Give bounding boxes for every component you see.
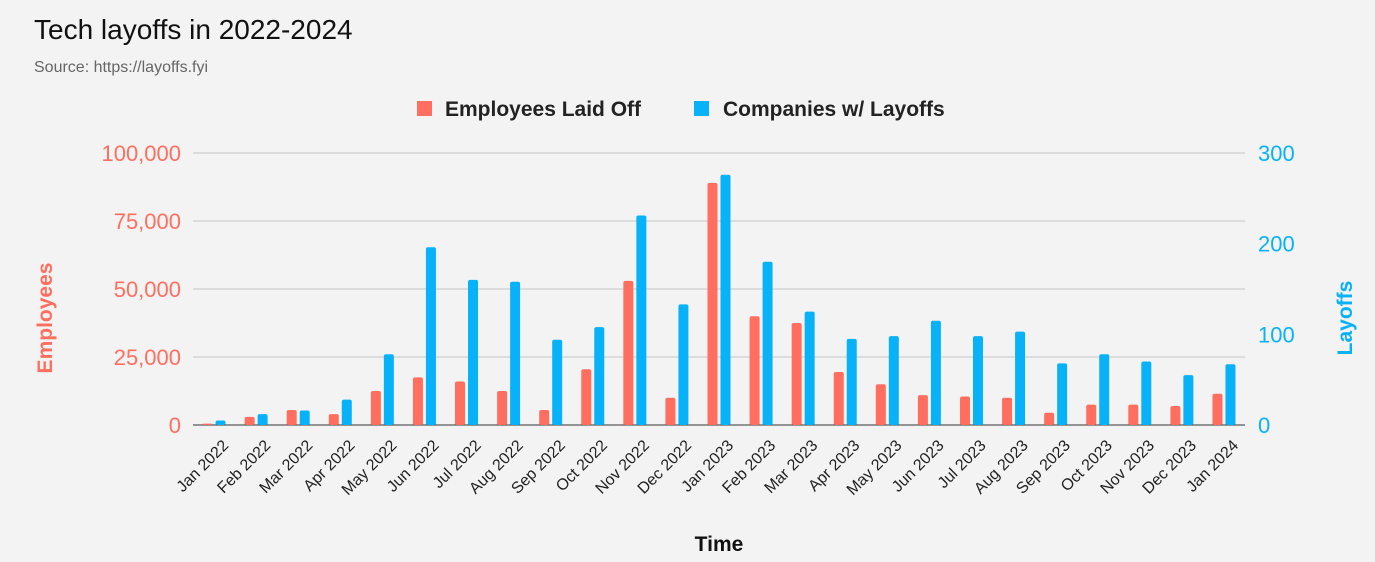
bar-companies xyxy=(720,174,731,425)
bar-employees xyxy=(917,395,928,425)
y-left-tick-label: 25,000 xyxy=(114,345,181,370)
bar-companies xyxy=(425,247,436,425)
bar-companies xyxy=(636,215,647,425)
bar-employees xyxy=(959,396,970,425)
bar-companies xyxy=(1015,331,1026,425)
bar-employees xyxy=(833,371,844,425)
legend: Employees Laid Off Companies w/ Layoffs xyxy=(417,98,945,121)
bar-employees xyxy=(286,410,297,425)
bar-companies xyxy=(341,399,352,425)
bar-companies xyxy=(804,311,815,425)
left-axis-ticks: 0 25,000 50,000 75,000 100,000 xyxy=(101,141,181,438)
bar-companies xyxy=(1099,354,1110,425)
bar-employees xyxy=(1044,412,1055,425)
bar-companies xyxy=(510,281,521,425)
bar-companies xyxy=(552,339,563,425)
bar-employees xyxy=(623,280,634,425)
bar-employees xyxy=(328,414,339,425)
legend-swatch-employees xyxy=(417,101,432,116)
bar-companies xyxy=(594,327,605,425)
bar-companies xyxy=(299,410,310,425)
bar-employees xyxy=(791,323,802,425)
y-right-tick-label: 200 xyxy=(1258,232,1295,257)
bar-employees xyxy=(1002,397,1013,425)
legend-label-companies: Companies w/ Layoffs xyxy=(723,98,945,121)
gridlines xyxy=(193,152,1245,426)
bar-companies xyxy=(972,336,983,425)
y-left-tick-label: 0 xyxy=(169,413,181,438)
bar-employees xyxy=(875,384,886,425)
bar-companies xyxy=(762,261,773,425)
bar-companies xyxy=(468,279,479,425)
bar-employees xyxy=(539,410,550,425)
bar-employees xyxy=(497,391,508,425)
y-right-tick-label: 100 xyxy=(1258,322,1295,347)
bar-employees xyxy=(412,377,423,425)
bar-employees xyxy=(1086,404,1097,425)
bar-companies xyxy=(1183,375,1194,425)
x-axis-title: Time xyxy=(695,533,744,556)
y-axis-left-title: Employees xyxy=(34,263,57,374)
legend-swatch-companies xyxy=(694,101,709,116)
bar-companies xyxy=(383,354,394,425)
bar-employees xyxy=(370,391,381,425)
y-left-tick-label: 50,000 xyxy=(114,277,181,302)
chart-title: Tech layoffs in 2022-2024 xyxy=(34,14,353,45)
bar-employees xyxy=(455,381,466,425)
y-right-tick-label: 0 xyxy=(1258,413,1270,438)
bar-employees xyxy=(202,423,213,425)
bar-employees xyxy=(244,416,255,425)
bar-companies xyxy=(846,338,857,425)
bar-employees xyxy=(707,182,718,425)
bar-companies xyxy=(1057,363,1068,425)
bar-employees xyxy=(1170,405,1181,425)
bar-companies xyxy=(1225,364,1236,425)
bar-companies xyxy=(678,304,689,425)
y-right-tick-label: 300 xyxy=(1258,141,1295,166)
bar-companies xyxy=(930,320,941,425)
y-left-tick-label: 100,000 xyxy=(101,141,181,166)
bar-employees xyxy=(665,397,676,425)
legend-label-employees: Employees Laid Off xyxy=(445,98,642,121)
bar-companies xyxy=(215,420,226,425)
bar-employees xyxy=(749,316,760,425)
right-axis-ticks: 0 100 200 300 xyxy=(1258,141,1295,438)
bar-employees xyxy=(581,369,592,425)
chart-subtitle: Source: https://layoffs.fyi xyxy=(34,59,209,76)
bar-companies xyxy=(1141,361,1152,425)
bars xyxy=(202,174,1236,425)
y-left-tick-label: 75,000 xyxy=(114,209,181,234)
bar-employees xyxy=(1128,404,1139,425)
bar-companies xyxy=(888,336,899,425)
y-axis-right-title: Layoffs xyxy=(1334,281,1357,356)
bar-employees xyxy=(1212,393,1223,425)
bar-companies xyxy=(257,414,268,425)
